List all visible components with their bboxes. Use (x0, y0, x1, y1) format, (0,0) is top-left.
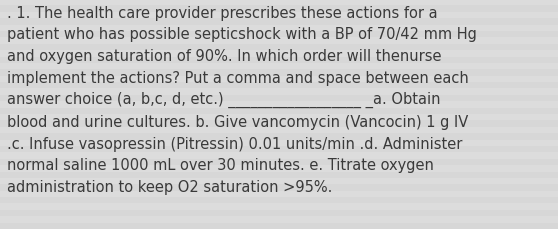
Bar (0, 146, 558, 153)
Bar (0, 172, 558, 178)
Bar (0, 185, 558, 191)
Bar (0, 121, 558, 127)
Bar (0, 197, 558, 204)
Bar (0, 44, 558, 51)
Bar (0, 57, 558, 64)
Bar (0, 83, 558, 89)
Bar (0, 134, 558, 140)
Bar (0, 19, 558, 25)
Bar (0, 108, 558, 114)
Text: . 1. The health care provider prescribes these actions for a
patient who has pos: . 1. The health care provider prescribes… (7, 6, 477, 194)
Bar (0, 6, 558, 13)
Bar (0, 70, 558, 76)
Bar (0, 223, 558, 229)
Bar (0, 95, 558, 102)
Bar (0, 159, 558, 165)
Bar (0, 32, 558, 38)
Bar (0, 210, 558, 216)
